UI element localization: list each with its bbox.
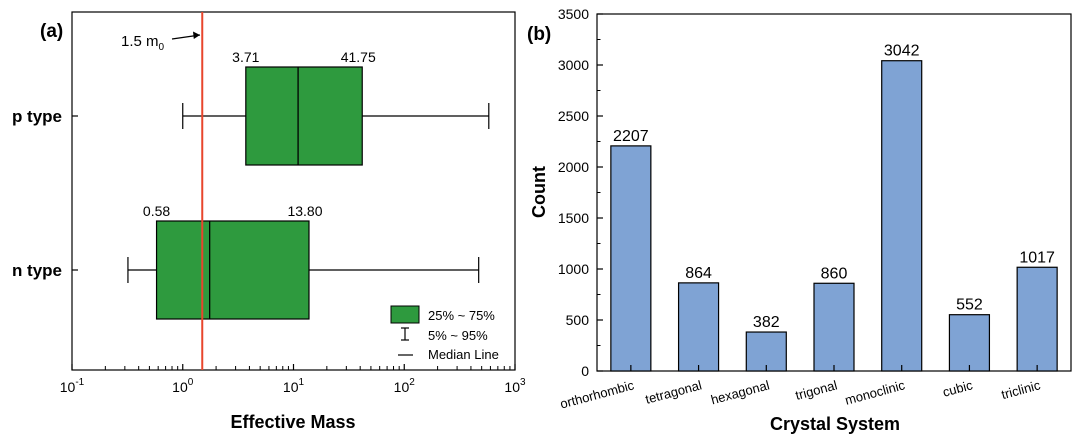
tick-exponent: -1 bbox=[75, 377, 84, 388]
y-tick-label-2000: 2000 bbox=[558, 159, 589, 175]
bar-monoclinic bbox=[881, 60, 923, 372]
panel-b-label: (b) bbox=[527, 24, 551, 45]
y-category-label-p-type: p type bbox=[12, 107, 62, 126]
tick-base: 10 bbox=[60, 379, 76, 395]
panel-b-y-axis-title: Count bbox=[529, 166, 549, 218]
legend-label-median: Median Line bbox=[428, 347, 499, 362]
x-tick-label-100: 102 bbox=[394, 377, 416, 395]
bar-orthorhombic bbox=[610, 145, 652, 372]
bar-value-label-trigonal: 860 bbox=[821, 265, 848, 282]
x-tick-label-10: 101 bbox=[283, 377, 305, 395]
y-tick-label-0: 0 bbox=[581, 363, 589, 379]
x-tick-label-0-1: 10-1 bbox=[60, 377, 85, 395]
y-tick-label-2500: 2500 bbox=[558, 108, 589, 124]
reference-line-label: 1.5 m0 bbox=[121, 31, 201, 53]
y-tick-label-3000: 3000 bbox=[558, 57, 589, 73]
tick-exponent: 1 bbox=[299, 377, 305, 388]
p-type-box bbox=[245, 66, 363, 166]
n-type-box bbox=[155, 220, 310, 320]
y-tick-label-500: 500 bbox=[566, 312, 590, 328]
tick-base: 10 bbox=[283, 379, 299, 395]
tick-exponent: 0 bbox=[188, 377, 194, 388]
y-tick-label-1000: 1000 bbox=[558, 261, 589, 277]
x-category-label-trigonal: trigonal bbox=[794, 377, 839, 403]
tick-base: 10 bbox=[504, 379, 520, 395]
tick-exponent: 3 bbox=[520, 377, 526, 388]
y-tick-label-1500: 1500 bbox=[558, 210, 589, 226]
y-category-label-n-type: n type bbox=[12, 261, 62, 280]
panel-b-crystal-system-bar-chart: (b) 0 500 1000 1500 2000 2500 3000 3500 2207 864… bbox=[527, 6, 1072, 434]
bar-value-label-cubic: 552 bbox=[956, 297, 983, 314]
tick-base: 10 bbox=[394, 379, 410, 395]
panel-a-label: (a) bbox=[40, 21, 63, 42]
x-category-label-hexagonal: hexagonal bbox=[709, 377, 771, 407]
x-category-label-orthorhombic: orthorhombic bbox=[558, 377, 636, 411]
x-tick-label-1000: 103 bbox=[504, 377, 526, 395]
panel-b-x-axis-title: Crystal System bbox=[770, 414, 900, 434]
bar-value-label-tetragonal: 864 bbox=[685, 265, 712, 282]
bar-trigonal bbox=[813, 282, 855, 372]
bar-tetragonal bbox=[677, 282, 720, 372]
legend-label-box: 25% ~ 75% bbox=[428, 308, 495, 323]
bar-hexagonal bbox=[745, 331, 787, 372]
bar-value-label-hexagonal: 382 bbox=[753, 314, 780, 331]
bar-value-label-orthorhombic: 2207 bbox=[613, 128, 649, 145]
x-category-label-triclinic: triclinic bbox=[1000, 377, 1043, 402]
p-type-q1-label: 3.71 bbox=[232, 49, 259, 65]
tick-base: 10 bbox=[172, 379, 188, 395]
n-type-q1-label: 0.58 bbox=[143, 203, 170, 219]
n-type-q3-label: 13.80 bbox=[287, 203, 322, 219]
reference-line-label-text: 1.5 m0 bbox=[121, 33, 165, 53]
p-type-q3-label: 41.75 bbox=[341, 49, 376, 65]
legend-box-swatch bbox=[390, 305, 420, 324]
bar-value-label-monoclinic: 3042 bbox=[884, 43, 920, 60]
bar-triclinic bbox=[1016, 266, 1058, 372]
tick-exponent: 2 bbox=[409, 377, 415, 388]
x-category-label-tetragonal: tetragonal bbox=[644, 377, 704, 406]
bar-cubic bbox=[948, 314, 991, 372]
reference-arrow-head bbox=[193, 31, 200, 39]
legend-whisker-swatch bbox=[401, 327, 409, 341]
legend: 25% ~ 75% 5% ~ 95% Median Line bbox=[390, 305, 499, 362]
panel-a-x-axis-title: Effective Mass bbox=[230, 412, 355, 432]
legend-label-whisker: 5% ~ 95% bbox=[428, 328, 488, 343]
x-category-label-cubic: cubic bbox=[941, 377, 975, 399]
x-category-label-monoclinic: monoclinic bbox=[843, 377, 907, 408]
y-tick-label-3500: 3500 bbox=[558, 6, 589, 22]
bar-value-label-triclinic: 1017 bbox=[1019, 249, 1055, 266]
x-tick-label-1: 100 bbox=[172, 377, 194, 395]
